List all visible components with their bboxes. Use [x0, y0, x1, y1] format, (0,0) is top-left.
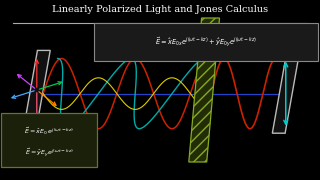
Text: Linearly Polarized Light and Jones Calculus: Linearly Polarized Light and Jones Calcu… — [52, 5, 268, 14]
FancyBboxPatch shape — [94, 23, 318, 61]
FancyBboxPatch shape — [1, 112, 97, 167]
Text: $\vec{E} = \hat{y}E_y e^{j(\omega t-kz)}$: $\vec{E} = \hat{y}E_y e^{j(\omega t-kz)}… — [25, 147, 73, 159]
Text: $\vec{E} = \hat{x}E_{0x}e^{j(\omega t-kz)}+\hat{y}E_{0y}e^{j(\omega t-kz)}$: $\vec{E} = \hat{x}E_{0x}e^{j(\omega t-kz… — [156, 35, 257, 49]
Polygon shape — [189, 18, 220, 162]
Text: $\vec{E} = \hat{x}E_0\, e^{j(\omega t-kz)}$: $\vec{E} = \hat{x}E_0\, e^{j(\omega t-kz… — [24, 126, 74, 137]
Polygon shape — [272, 54, 299, 133]
Polygon shape — [23, 50, 50, 130]
